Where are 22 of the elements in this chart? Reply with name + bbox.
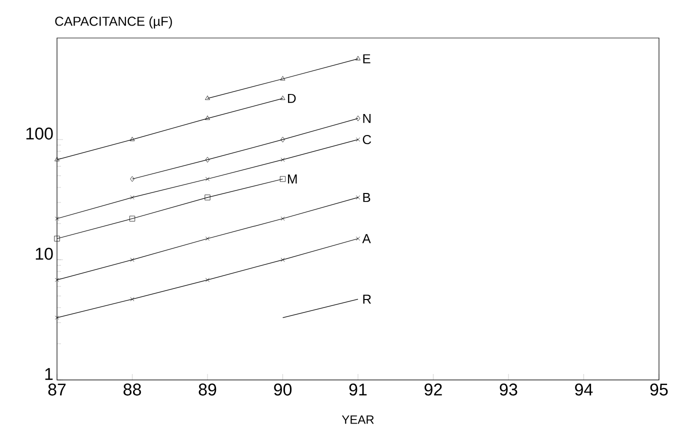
x-tick-label: 89 <box>198 384 216 396</box>
x-tick-label: 90 <box>274 384 292 396</box>
series-label: B <box>363 192 370 202</box>
x-tick-label: 95 <box>650 384 668 396</box>
x-tick-label: 88 <box>124 384 141 396</box>
x-tick-label: 93 <box>500 384 518 396</box>
x-axis-title: YEAR <box>342 416 374 424</box>
y-tick-label: 1 <box>45 368 53 380</box>
y-tick-label: 10 <box>36 248 53 260</box>
series-label: R <box>363 294 371 304</box>
series-label: M <box>288 174 297 184</box>
y-tick-label: 100 <box>26 128 53 140</box>
x-tick-label: 91 <box>349 384 367 396</box>
series-label: A <box>362 234 371 244</box>
x-tick-label: 92 <box>424 384 442 396</box>
x-tick-label: 94 <box>575 384 593 396</box>
series-label: E <box>363 54 370 64</box>
series-label: N <box>363 114 371 123</box>
series-label: D <box>288 94 296 103</box>
y-axis-title: CAPACITANCE (µF) <box>55 16 172 28</box>
x-tick-label: 87 <box>48 384 66 396</box>
series-label: C <box>362 134 372 144</box>
